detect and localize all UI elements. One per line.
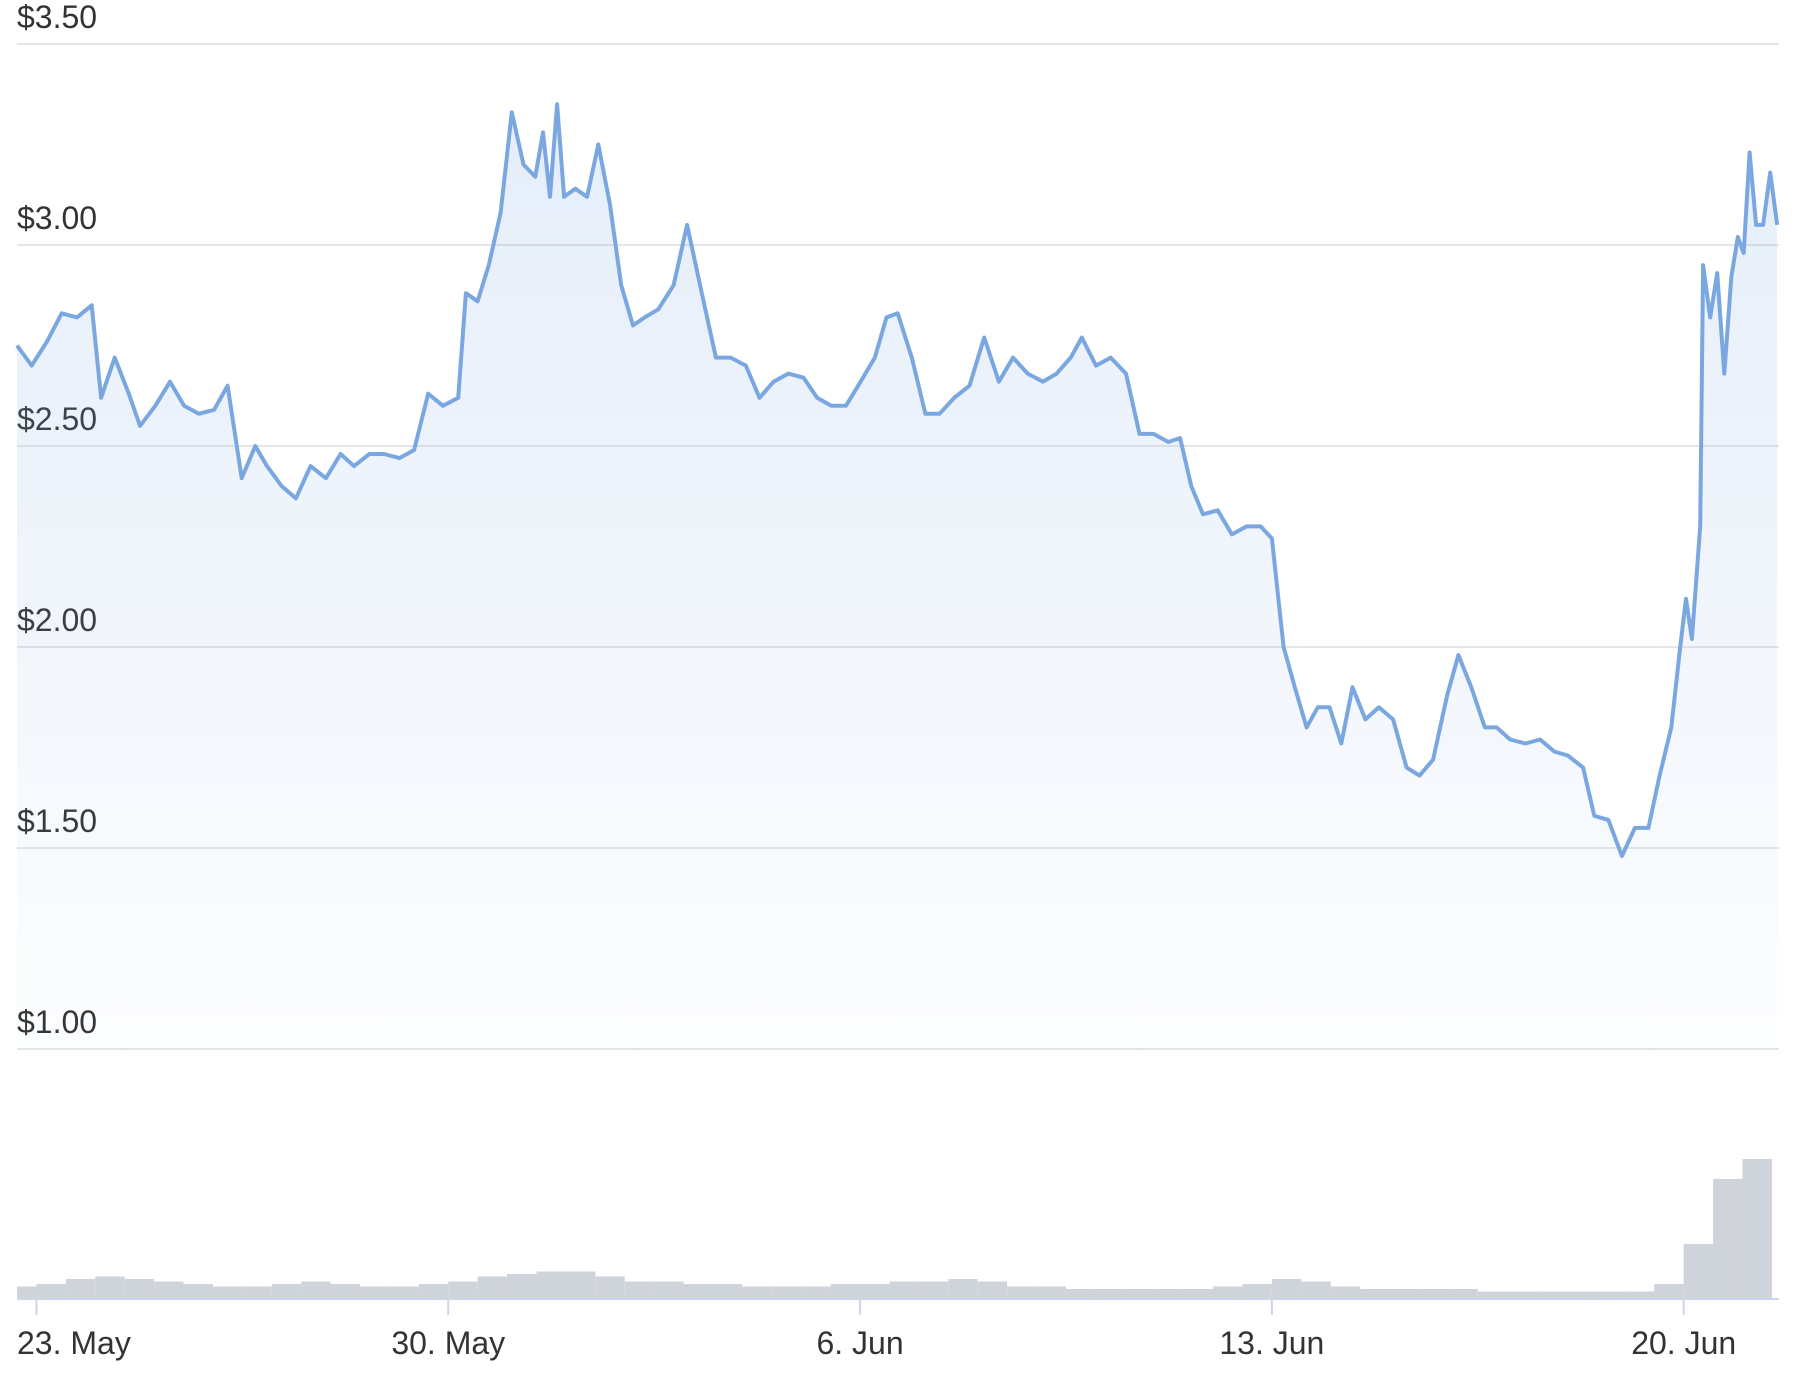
volume-bar — [242, 1286, 272, 1299]
volume-bar — [1595, 1291, 1625, 1299]
volume-bar — [948, 1279, 978, 1299]
volume-bar — [1507, 1291, 1537, 1299]
volume-bar — [1007, 1286, 1037, 1299]
volume-bar — [1477, 1291, 1508, 1299]
volume-bar — [1242, 1284, 1272, 1299]
volume-bar — [889, 1281, 919, 1299]
volume-bar — [1713, 1179, 1743, 1299]
volume-bar — [154, 1281, 184, 1299]
volume-bar — [65, 1279, 96, 1299]
volume-bar — [918, 1281, 949, 1299]
x-tick-label: 6. Jun — [816, 1325, 903, 1361]
x-tick-label: 30. May — [391, 1325, 505, 1361]
volume-bar — [977, 1281, 1008, 1299]
volume-bar — [507, 1274, 537, 1299]
volume-bar — [1301, 1281, 1331, 1299]
volume-bar — [359, 1286, 390, 1299]
volume-bar — [624, 1281, 655, 1299]
volume-bar — [418, 1284, 449, 1299]
volume-bar — [801, 1286, 831, 1299]
volume-bar — [17, 1286, 37, 1299]
volume-bar — [830, 1284, 861, 1299]
volume-bar — [536, 1271, 566, 1299]
volume-bar — [683, 1284, 713, 1299]
volume-bar — [712, 1284, 743, 1299]
volume-bar — [1330, 1286, 1361, 1299]
volume-bar — [330, 1284, 360, 1299]
area — [17, 104, 1778, 1050]
volume-bar — [477, 1276, 508, 1299]
volume-bar — [1183, 1289, 1214, 1299]
volume-bar — [771, 1286, 802, 1299]
volume-bar — [1360, 1289, 1390, 1299]
volume-bar — [1418, 1289, 1449, 1299]
volume-bar — [1566, 1291, 1596, 1299]
volume-bar — [95, 1276, 125, 1299]
volume-bar — [860, 1284, 890, 1299]
volume-bar — [1654, 1284, 1684, 1299]
volume-bar — [1065, 1289, 1096, 1299]
volume-bar — [448, 1281, 478, 1299]
volume-bar — [1683, 1244, 1714, 1299]
volume-bar — [1389, 1289, 1419, 1299]
x-tick-label: 23. May — [17, 1325, 131, 1361]
volume-bar — [36, 1284, 66, 1299]
x-tick-label: 20. Jun — [1631, 1325, 1736, 1361]
volume-bar — [565, 1271, 596, 1299]
volume-bar — [1124, 1289, 1155, 1299]
volume-bar — [212, 1286, 243, 1299]
x-tick-label: 13. Jun — [1219, 1325, 1324, 1361]
volume-bar — [1536, 1291, 1567, 1299]
volume-bar — [654, 1281, 684, 1299]
volume-bar — [595, 1276, 625, 1299]
volume-bar — [301, 1281, 331, 1299]
volume-bar — [271, 1284, 302, 1299]
volume-bar — [183, 1284, 213, 1299]
volume-bar — [1036, 1286, 1066, 1299]
volume-bar — [1448, 1289, 1478, 1299]
volume-bar — [124, 1279, 155, 1299]
volume-bar — [1271, 1279, 1302, 1299]
volume-bar — [1154, 1289, 1184, 1299]
price-line — [15, 102, 1780, 858]
volume-bar — [1095, 1289, 1125, 1299]
volume-bar — [389, 1286, 419, 1299]
volume-bar — [742, 1286, 772, 1299]
volume-bar — [1624, 1291, 1655, 1299]
y-tick-label: $3.00 — [17, 200, 97, 236]
volume-bar — [1213, 1286, 1243, 1299]
y-tick-label: $3.50 — [17, 0, 97, 35]
volume-bar — [1742, 1159, 1772, 1299]
